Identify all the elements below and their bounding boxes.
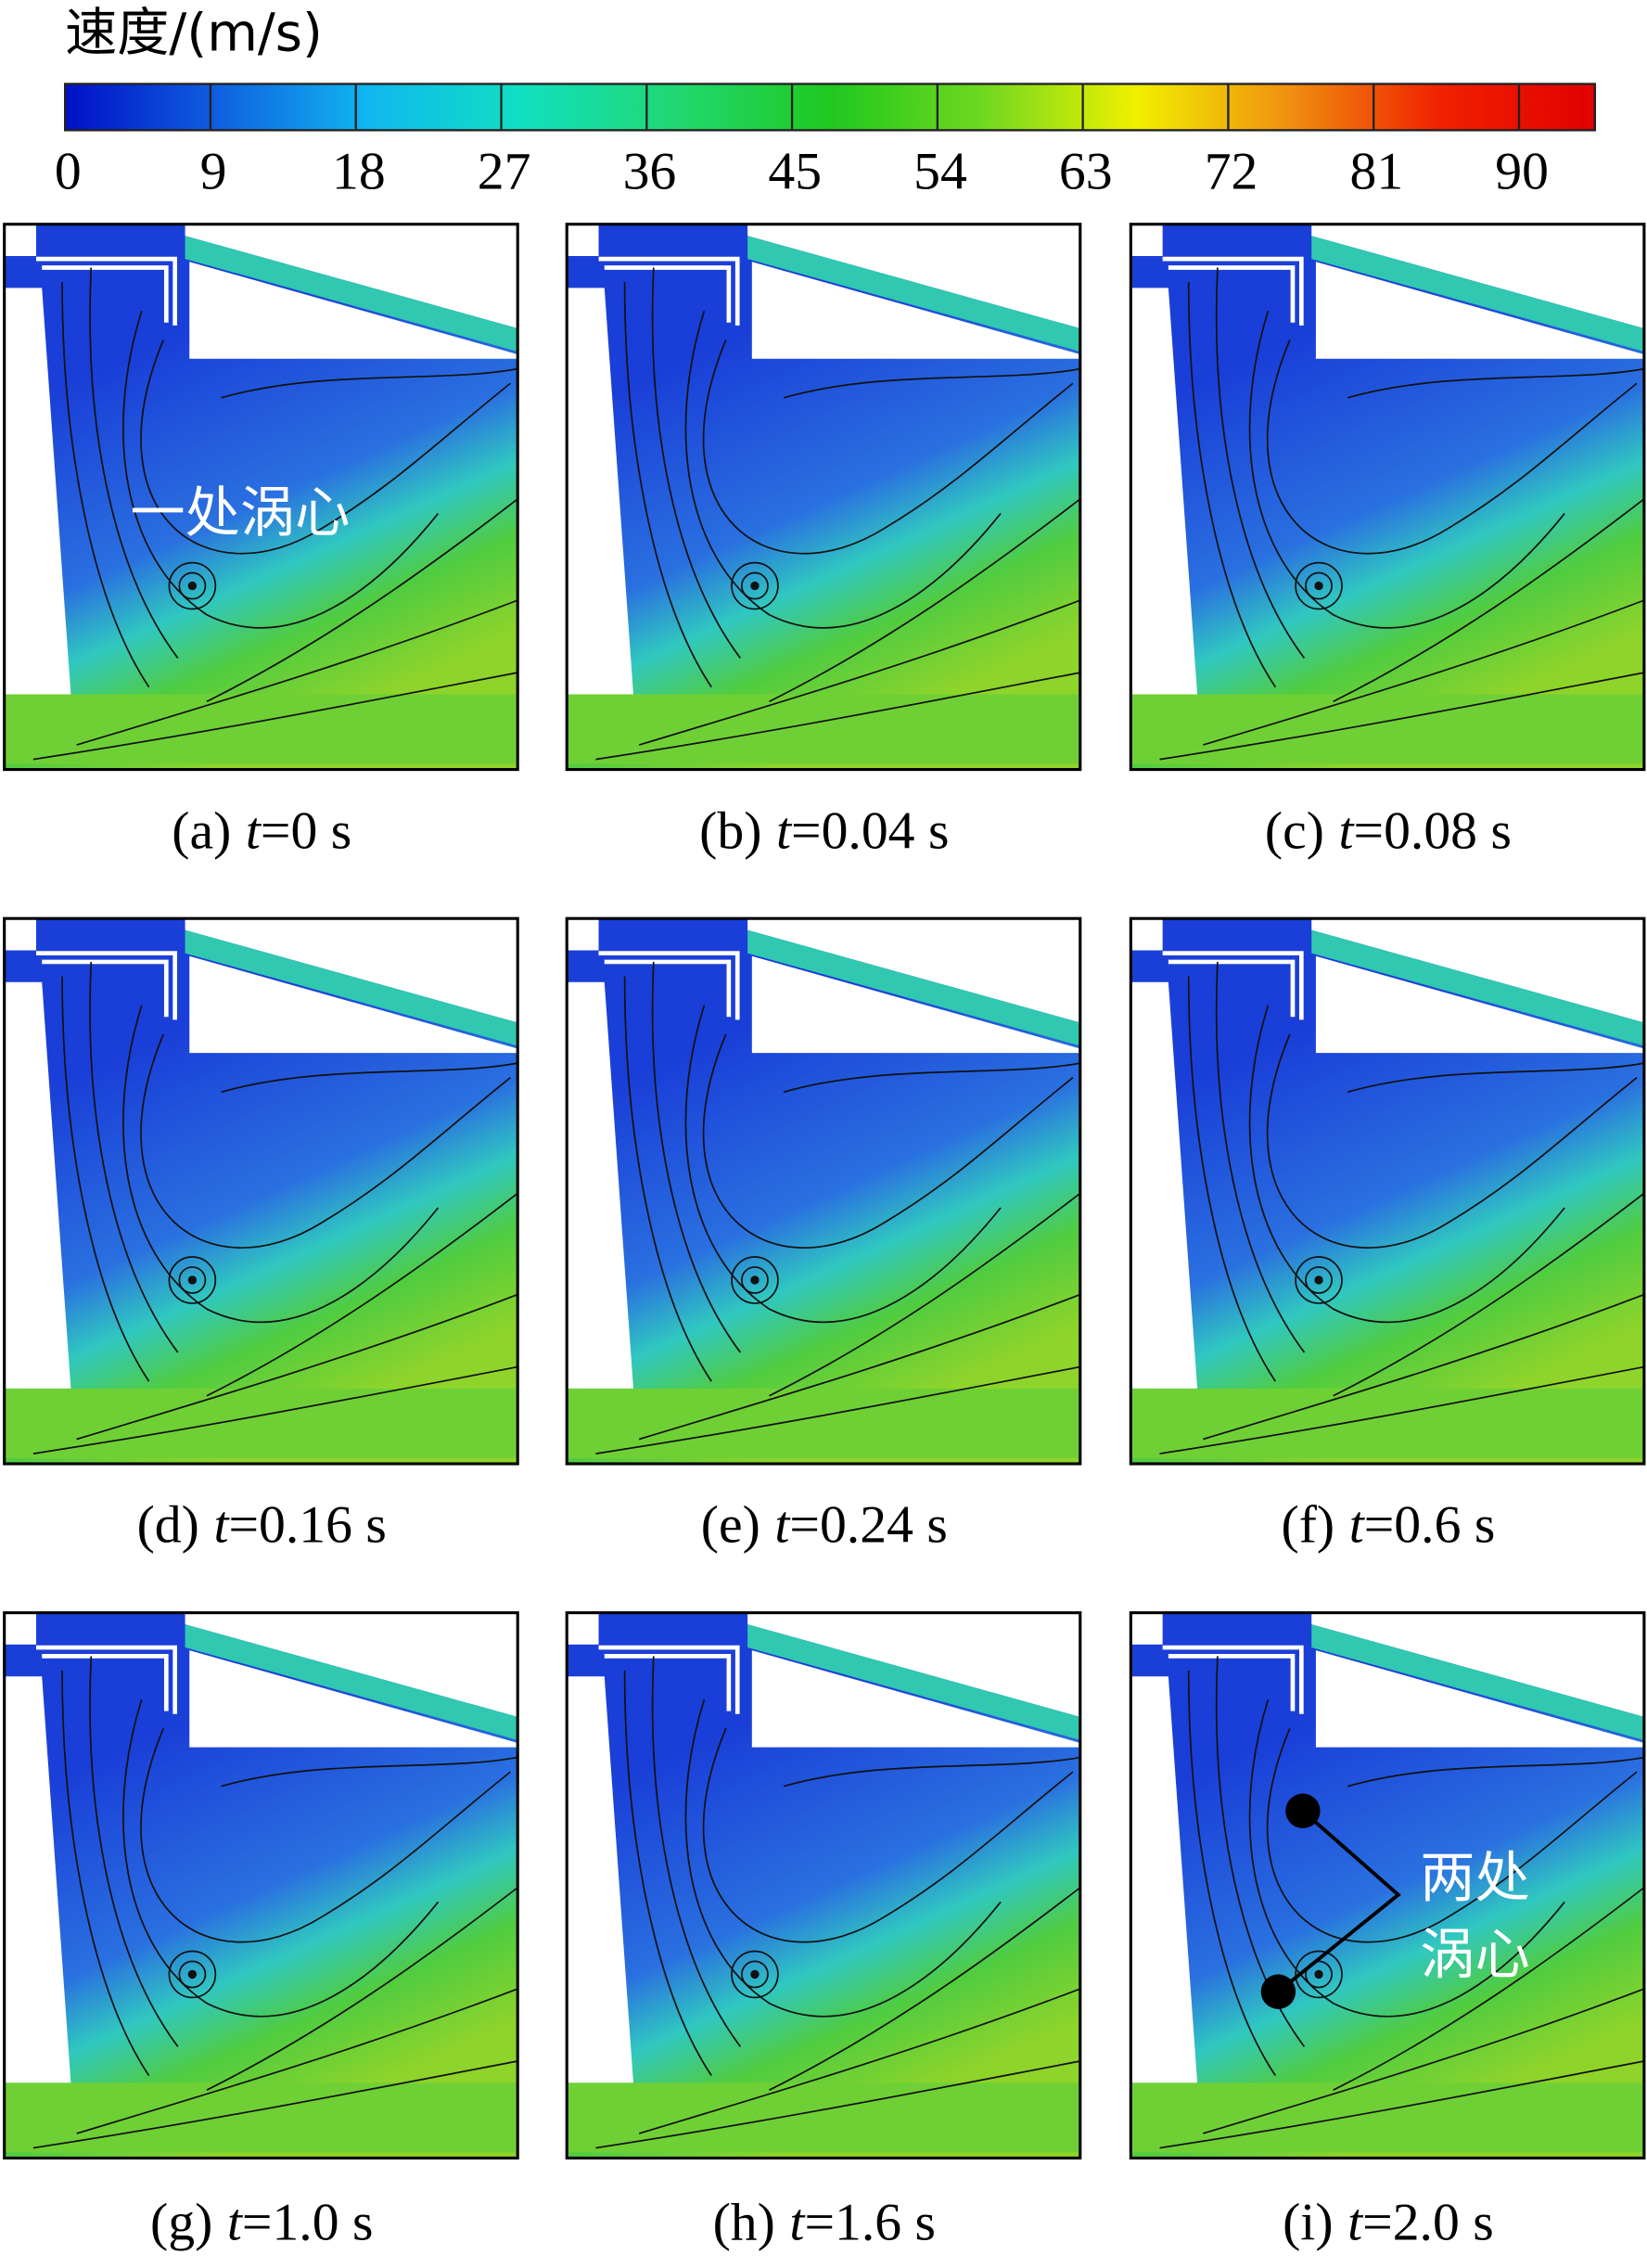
flow-panel — [1130, 918, 1644, 1464]
caption-value: =0.6 s — [1364, 1496, 1496, 1555]
flow-panel — [5, 1613, 518, 2159]
leader-line — [1277, 1809, 1401, 1993]
flow-panel — [567, 1613, 1080, 2159]
caption-label: (i) — [1283, 2194, 1333, 2252]
caption-var: t — [776, 802, 793, 861]
caption-var: t — [1339, 802, 1356, 861]
panel-caption: (e) t=0.24 s — [701, 1496, 948, 1555]
caption-value: =1.0 s — [242, 2194, 374, 2252]
caption-value: =2.0 s — [1362, 2194, 1494, 2252]
caption-value: =0.04 s — [791, 802, 949, 861]
caption-label: (e) — [701, 1496, 760, 1555]
caption-var: t — [213, 1496, 230, 1555]
colorbar-tick-label: 36 — [623, 143, 677, 201]
panel-caption: (f) t=0.6 s — [1282, 1496, 1496, 1555]
colorbar-tick-label: 72 — [1205, 143, 1258, 201]
colorbar-title: 速度/(m/s) — [65, 4, 323, 64]
flow-panel — [567, 224, 1080, 770]
caption-label: (d) — [137, 1496, 199, 1555]
panel-caption: (b) t=0.04 s — [699, 802, 949, 861]
vortex-note: 涡心 — [1420, 1922, 1530, 1986]
flow-panel — [5, 918, 518, 1464]
caption-label: (a) — [172, 802, 231, 861]
caption-var: t — [774, 1496, 791, 1555]
caption-value: =0.08 s — [1354, 802, 1512, 861]
caption-value: =0 s — [261, 802, 351, 861]
colorbar-tick-label: 54 — [913, 143, 967, 201]
colorbar — [63, 83, 1597, 132]
colorbar-tick-label: 18 — [332, 143, 386, 201]
colorbar-tick-label: 0 — [55, 143, 82, 201]
colorbar-tick-label: 63 — [1059, 143, 1113, 201]
panel-caption: (c) t=0.08 s — [1265, 802, 1512, 861]
panel-caption: (i) t=2.0 s — [1283, 2194, 1494, 2252]
panel-caption: (g) t=1.0 s — [150, 2194, 373, 2252]
panel-caption: (d) t=0.16 s — [137, 1496, 387, 1555]
caption-label: (g) — [150, 2194, 212, 2252]
colorbar-tick-label: 81 — [1349, 143, 1403, 201]
caption-label: (f) — [1282, 1496, 1335, 1555]
caption-var: t — [789, 2194, 806, 2252]
colorbar-tick-label: 27 — [478, 143, 531, 201]
caption-var: t — [227, 2194, 244, 2252]
colorbar-tick-label: 9 — [200, 143, 227, 201]
panel-caption: (h) t=1.6 s — [713, 2194, 936, 2252]
caption-value: =0.16 s — [228, 1496, 386, 1555]
colorbar-tick-label: 90 — [1495, 143, 1549, 201]
caption-label: (b) — [699, 802, 761, 861]
vortex-note: 一处涡心 — [130, 481, 350, 545]
caption-label: (h) — [713, 2194, 775, 2252]
flow-panel — [567, 918, 1080, 1464]
caption-label: (c) — [1265, 802, 1324, 861]
panel-caption: (a) t=0 s — [172, 802, 351, 861]
caption-value: =0.24 s — [789, 1496, 947, 1555]
colorbar-tick-label: 45 — [768, 143, 822, 201]
vortex-note: 两处 — [1420, 1846, 1530, 1910]
caption-var: t — [246, 802, 262, 861]
caption-value: =1.6 s — [804, 2194, 936, 2252]
caption-var: t — [1349, 1496, 1366, 1555]
flow-panel — [1130, 224, 1644, 770]
caption-var: t — [1347, 2194, 1364, 2252]
